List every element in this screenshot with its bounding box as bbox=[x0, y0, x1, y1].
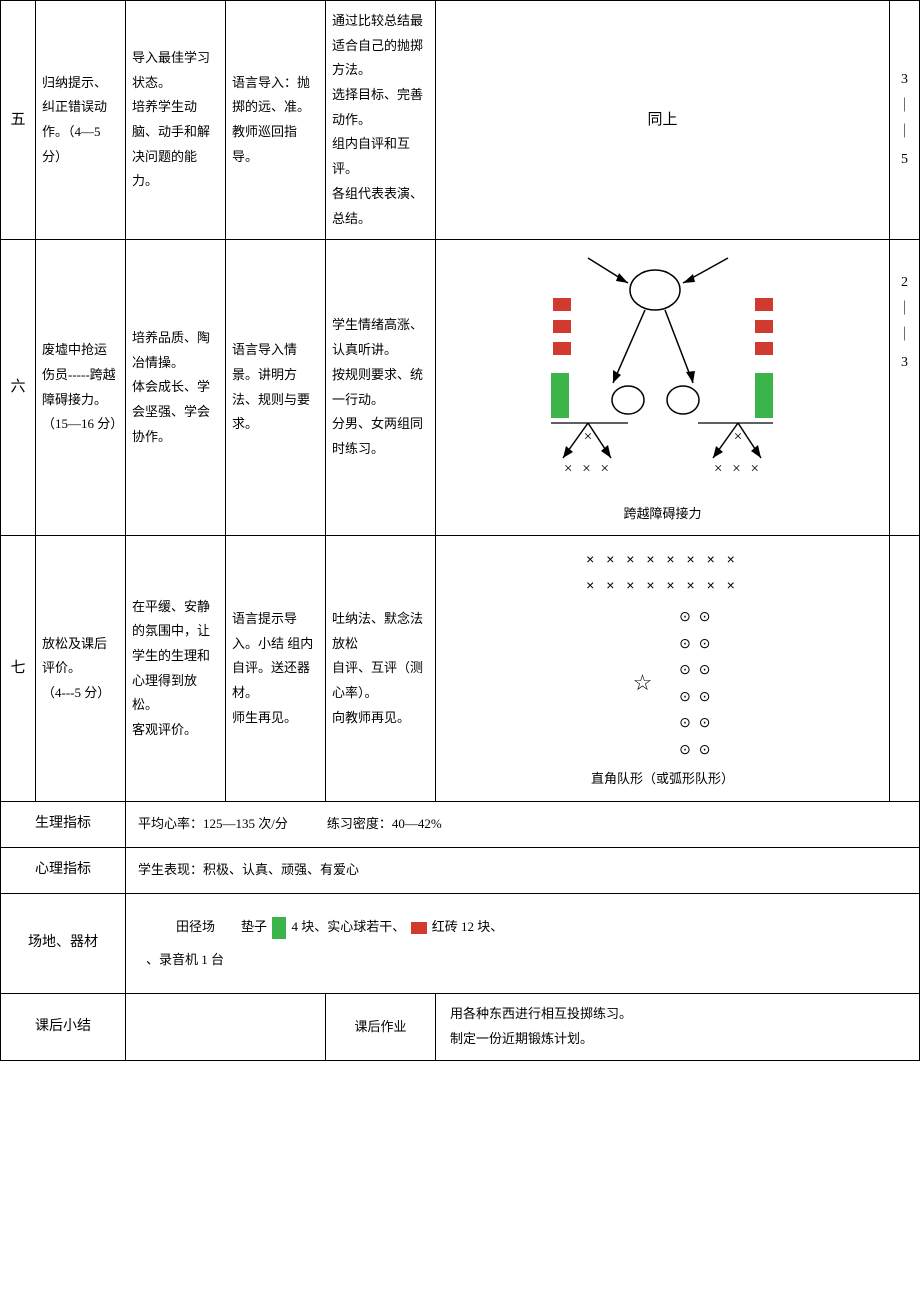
row-five-times: 3 ｜ ｜ 5 bbox=[890, 1, 920, 240]
row-six-num: 六 bbox=[1, 240, 36, 536]
equipment-value: 田径场 垫子 4 块、实心球若干、 红砖 12 块、 、录音机 1 台 bbox=[126, 893, 920, 994]
row-five-goal: 导入最佳学习状态。 培养学生动脑、动手和解决问题的能力。 bbox=[126, 1, 226, 240]
svg-text:× × ×: × × × bbox=[564, 461, 612, 477]
brick-icon bbox=[411, 922, 427, 934]
row-seven-goal: 在平缓、安静的氛围中，让学生的生理和心理得到放松。 客观评价。 bbox=[126, 535, 226, 801]
equipment-label: 场地、器材 bbox=[1, 893, 126, 994]
row-five-org: 同上 bbox=[436, 1, 890, 240]
psych-value: 学生表现：积极、认真、顽强、有爱心 bbox=[126, 848, 920, 894]
row-six-times: 2 ｜ ｜ 3 bbox=[890, 240, 920, 536]
row-six-goal: 培养品质、陶冶情操。 体会成长、学会坚强、学会协作。 bbox=[126, 240, 226, 536]
lesson-plan-table: 五 归纳提示、纠正错误动作。（4—5 分） 导入最佳学习状态。 培养学生动脑、动… bbox=[0, 0, 920, 1061]
equip-text-2: 4 块、实心球若干、 bbox=[292, 919, 406, 934]
formation-x-row-2: × × × × × × × × bbox=[442, 572, 883, 599]
dot-row: ⊙ ⊙ bbox=[673, 736, 713, 763]
equip-text-1: 田径场 垫子 bbox=[176, 919, 267, 934]
row-seven-num: 七 bbox=[1, 535, 36, 801]
row-six-diagram: × × × × × × × × 跨越障碍接力 bbox=[436, 240, 890, 536]
equip-text-4: 、录音机 1 台 bbox=[146, 952, 224, 967]
row-seven-times bbox=[890, 535, 920, 801]
equip-text-3: 红砖 12 块、 bbox=[432, 919, 504, 934]
row-six-caption: 跨越障碍接力 bbox=[440, 502, 885, 527]
dot-row: ⊙ ⊙ bbox=[673, 709, 713, 736]
dot-row: ⊙ ⊙ bbox=[673, 683, 713, 710]
row-seven-caption: 直角队形（或弧形队形） bbox=[442, 767, 883, 792]
formation-x-row-1: × × × × × × × × bbox=[442, 546, 883, 573]
row-equipment: 场地、器材 田径场 垫子 4 块、实心球若干、 红砖 12 块、 、录音机 1 … bbox=[1, 893, 920, 994]
row-six-activity: 废墟中抢运伤员-----跨越障碍接力。（15—16 分） bbox=[36, 240, 126, 536]
relay-diagram: × × × × × × × × bbox=[533, 248, 793, 498]
row-five-teacher: 语言导入：抛掷的远、准。教师巡回指导。 bbox=[226, 1, 326, 240]
physio-value: 平均心率：125—135 次/分 练习密度：40—42% bbox=[126, 802, 920, 848]
psych-label: 心理指标 bbox=[1, 848, 126, 894]
summary-label: 课后小结 bbox=[1, 994, 126, 1060]
row-five-student: 通过比较总结最适合自己的抛掷方法。 选择目标、完善动作。 组内自评和互评。 各组… bbox=[326, 1, 436, 240]
row-psych: 心理指标 学生表现：积极、认真、顽强、有爱心 bbox=[1, 848, 920, 894]
row-seven-activity: 放松及课后评价。 （4---5 分） bbox=[36, 535, 126, 801]
row-seven-teacher: 语言提示导入。小结 组内自评。送还器材。 师生再见。 bbox=[226, 535, 326, 801]
dot-row: ⊙ ⊙ bbox=[673, 630, 713, 657]
physio-label: 生理指标 bbox=[1, 802, 126, 848]
row-seven-student: 吐纳法、默念法放松 自评、互评（测心率）。 向教师再见。 bbox=[326, 535, 436, 801]
svg-text:×: × bbox=[583, 429, 591, 445]
row-six-teacher: 语言导入情景。讲明方法、规则与要求。 bbox=[226, 240, 326, 536]
homework-value: 用各种东西进行相互投掷练习。 制定一份近期锻炼计划。 bbox=[436, 994, 920, 1060]
row-six-student: 学生情绪高涨、认真听讲。 按规则要求、统一行动。 分男、女两组同时练习。 bbox=[326, 240, 436, 536]
row-five-activity: 归纳提示、纠正错误动作。（4—5 分） bbox=[36, 1, 126, 240]
dot-row: ⊙ ⊙ bbox=[673, 656, 713, 683]
svg-text:× × ×: × × × bbox=[714, 461, 762, 477]
row-footer: 课后小结 课后作业 用各种东西进行相互投掷练习。 制定一份近期锻炼计划。 bbox=[1, 994, 920, 1060]
row-physio: 生理指标 平均心率：125—135 次/分 练习密度：40—42% bbox=[1, 802, 920, 848]
svg-text:×: × bbox=[733, 429, 741, 445]
row-six: 六 废墟中抢运伤员-----跨越障碍接力。（15—16 分） 培养品质、陶冶情操… bbox=[1, 240, 920, 536]
teacher-star: ☆ bbox=[613, 662, 673, 704]
homework-label: 课后作业 bbox=[326, 994, 436, 1060]
row-seven: 七 放松及课后评价。 （4---5 分） 在平缓、安静的氛围中，让学生的生理和心… bbox=[1, 535, 920, 801]
summary-empty bbox=[126, 994, 326, 1060]
dot-row: ⊙ ⊙ bbox=[673, 603, 713, 630]
mat-icon bbox=[272, 917, 286, 939]
row-five-num: 五 bbox=[1, 1, 36, 240]
row-five: 五 归纳提示、纠正错误动作。（4—5 分） 导入最佳学习状态。 培养学生动脑、动… bbox=[1, 1, 920, 240]
row-seven-formation: × × × × × × × × × × × × × × × × ☆ ⊙ ⊙ ⊙ … bbox=[436, 535, 890, 801]
